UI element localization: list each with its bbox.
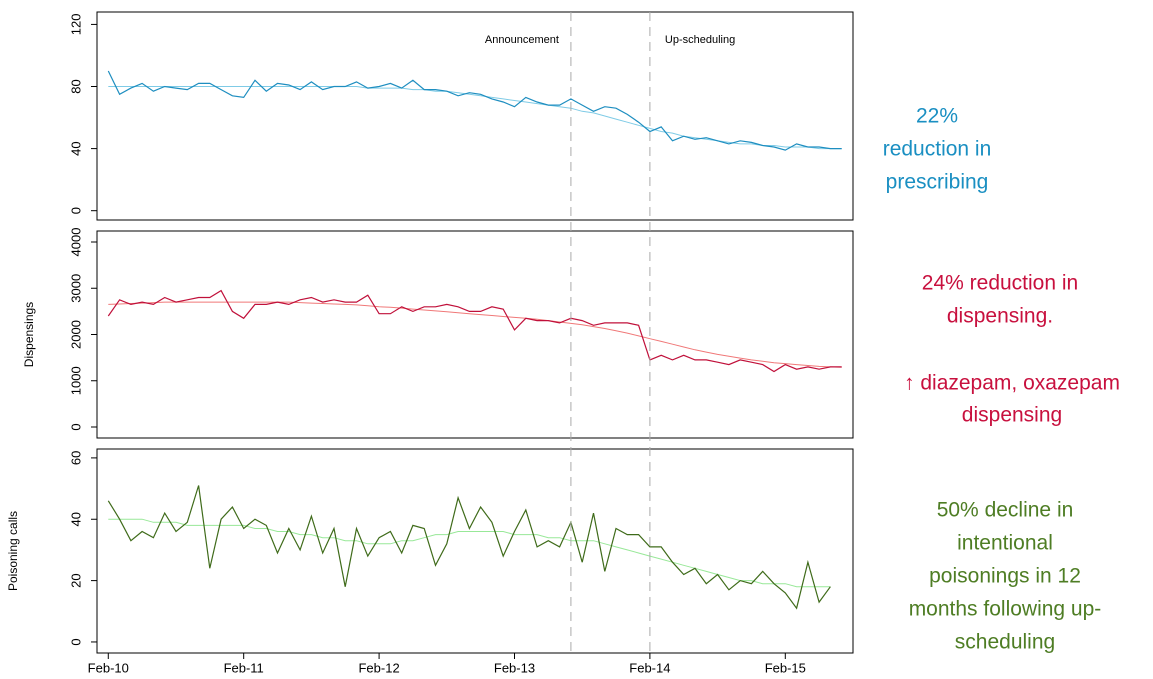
annotation-text: 24% reduction in (922, 272, 1078, 295)
annotation-text: scheduling (955, 631, 1055, 654)
annotation-text: dispensing. (947, 305, 1053, 328)
series-line (107, 485, 831, 610)
event-label: Announcement (485, 34, 559, 46)
annotation-text: ↑ diazepam, oxazepam (904, 372, 1120, 395)
annotation-text: reduction in (883, 138, 992, 161)
series-line (107, 289, 842, 373)
series-line (108, 86, 842, 150)
series-line (108, 301, 842, 368)
annotation-text: 50% decline in (937, 499, 1074, 522)
event-label: Up-scheduling (665, 34, 735, 46)
y-tick-label: 40 (68, 512, 83, 526)
x-tick-label: Feb-10 (88, 660, 129, 675)
x-tick-label: Feb-11 (224, 660, 264, 675)
y-tick-label: 120 (68, 14, 83, 36)
y-tick-label: 4000 (68, 228, 83, 257)
annotation-text: 22% (916, 105, 958, 128)
y-tick-label: 0 (68, 207, 83, 214)
x-tick-label: Feb-14 (629, 660, 670, 675)
annotation-text: dispensing (962, 404, 1062, 427)
y-tick-label: 40 (68, 141, 83, 155)
x-tick-label: Feb-12 (358, 660, 399, 675)
plot-frame (96, 230, 854, 439)
annotation-text: months following up- (909, 598, 1102, 621)
series-line (108, 518, 831, 588)
y-tick-label: 60 (68, 451, 83, 465)
y-axis-label: Poisoning calls (6, 511, 20, 591)
x-tick-label: Feb-13 (494, 660, 535, 675)
y-tick-label: 2000 (68, 320, 83, 349)
plot-frame (96, 448, 854, 654)
y-tick-label: 1000 (68, 366, 83, 395)
annotation-text: prescribing (886, 171, 989, 194)
plot-frame (96, 11, 854, 221)
y-axis-label: Dispensings (22, 302, 36, 367)
y-tick-label: 20 (68, 573, 83, 587)
series-line (107, 70, 842, 151)
x-tick-label: Feb-15 (765, 660, 806, 675)
y-tick-label: 3000 (68, 274, 83, 303)
y-tick-label: 80 (68, 79, 83, 93)
y-tick-label: 0 (68, 638, 83, 645)
y-tick-label: 0 (68, 423, 83, 430)
annotation-text: intentional (957, 532, 1053, 555)
annotation-text: poisonings in 12 (929, 565, 1081, 588)
